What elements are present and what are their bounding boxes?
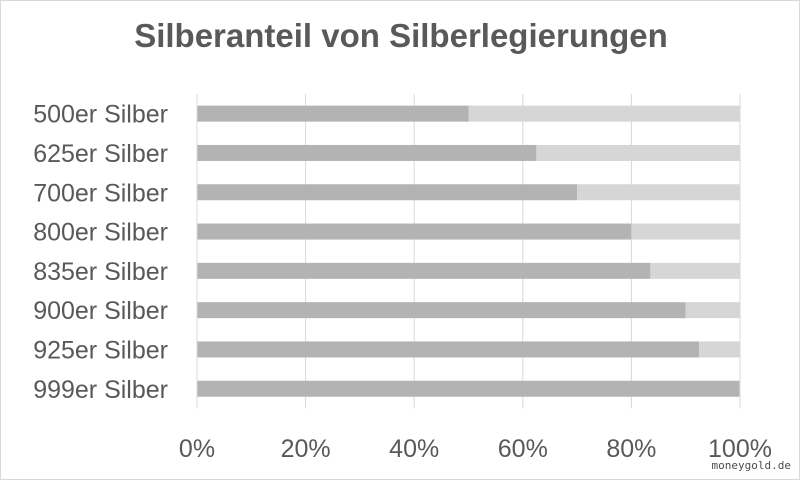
chart-title: Silberanteil von Silberlegierungen bbox=[134, 17, 668, 54]
category-label: 625er Silber bbox=[33, 140, 168, 168]
bar-silver-content bbox=[197, 380, 740, 397]
category-label: 999er Silber bbox=[33, 376, 168, 404]
bar-remainder bbox=[685, 302, 740, 319]
category-label: 800er Silber bbox=[33, 219, 168, 247]
bar-remainder bbox=[631, 223, 740, 240]
bar-silver-content bbox=[197, 341, 700, 358]
bar-remainder bbox=[739, 380, 740, 397]
bar-silver-content bbox=[197, 105, 469, 122]
x-tick-label: 60% bbox=[498, 435, 548, 463]
bar-remainder bbox=[468, 105, 740, 122]
category-label: 835er Silber bbox=[33, 258, 168, 286]
x-tick-label: 80% bbox=[606, 435, 656, 463]
bar-silver-content bbox=[197, 262, 651, 279]
x-tick-label: 0% bbox=[179, 435, 215, 463]
bar-silver-content bbox=[197, 184, 578, 201]
category-label: 700er Silber bbox=[33, 179, 168, 207]
bar-remainder bbox=[699, 341, 740, 358]
bar-remainder bbox=[536, 144, 740, 161]
watermark: moneygold.de bbox=[711, 459, 791, 472]
bar-remainder bbox=[577, 184, 740, 201]
bar-remainder bbox=[650, 262, 740, 279]
category-label: 925er Silber bbox=[33, 336, 168, 364]
category-label: 500er Silber bbox=[33, 101, 168, 129]
x-tick-label: 20% bbox=[281, 435, 331, 463]
x-tick-label: 100% bbox=[708, 435, 772, 463]
category-label: 900er Silber bbox=[33, 297, 168, 325]
bar-silver-content bbox=[197, 144, 537, 161]
bar-silver-content bbox=[197, 302, 686, 319]
bar-silver-content bbox=[197, 223, 632, 240]
x-tick-label: 40% bbox=[389, 435, 439, 463]
